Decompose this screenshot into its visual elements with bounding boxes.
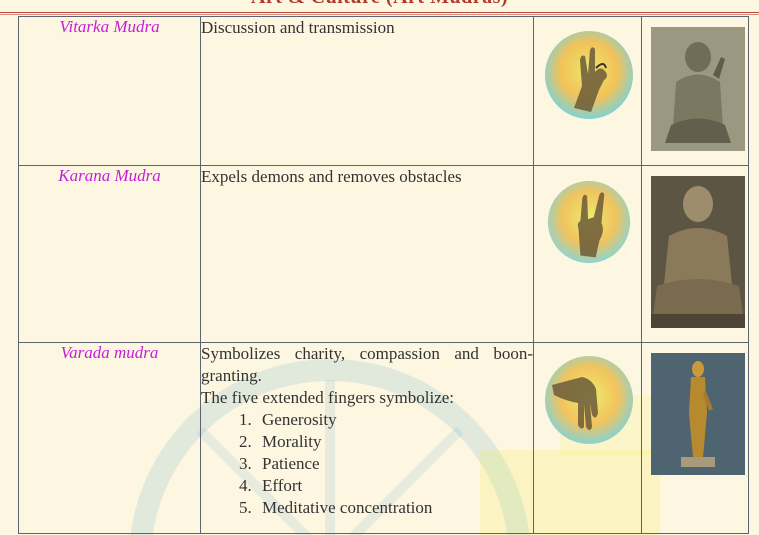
hand-gesture-cell [533,342,642,534]
karana-statue [651,176,745,328]
table-row: Vitarka Mudra Discussion and transmissio… [18,16,749,166]
statue-cell [641,342,749,534]
mudra-name: Varada mudra [18,342,201,534]
vitarka-hand-icon [545,31,633,119]
list-item: Morality [256,431,533,453]
hand-gesture-cell [533,16,642,166]
mudra-description: Discussion and transmission [200,16,534,166]
varada-hand-icon [545,356,633,444]
mudra-table: Vitarka Mudra Discussion and transmissio… [18,16,749,534]
description-text: Discussion and transmission [201,18,395,37]
description-intro: The five extended fingers symbolize: [201,388,455,407]
hand-gesture-cell [533,165,642,343]
header-divider [0,12,759,13]
description-text: Symbolizes charity, compassion and boon-… [201,344,533,385]
virtues-list: Generosity Morality Patience Effort Medi… [201,409,533,519]
varada-statue [651,353,745,475]
statue-cell [641,16,749,166]
list-item: Meditative concentration [256,497,533,519]
list-item: Generosity [256,409,533,431]
mudra-name: Karana Mudra [18,165,201,343]
table-row: Varada mudra Symbolizes charity, compass… [18,342,749,534]
mudra-name: Vitarka Mudra [18,16,201,166]
header-divider-secondary [0,14,759,15]
vitarka-statue [651,27,745,151]
page-header: Art & Culture (Art Mudras) [0,0,759,12]
list-item: Effort [256,475,533,497]
mudra-description: Symbolizes charity, compassion and boon-… [200,342,534,534]
list-item: Patience [256,453,533,475]
mudra-description: Expels demons and removes obstacles [200,165,534,343]
page-title: Art & Culture (Art Mudras) [0,0,759,9]
description-text: Expels demons and removes obstacles [201,167,462,186]
statue-cell [641,165,749,343]
table-row: Karana Mudra Expels demons and removes o… [18,165,749,343]
karana-hand-icon [547,180,631,264]
